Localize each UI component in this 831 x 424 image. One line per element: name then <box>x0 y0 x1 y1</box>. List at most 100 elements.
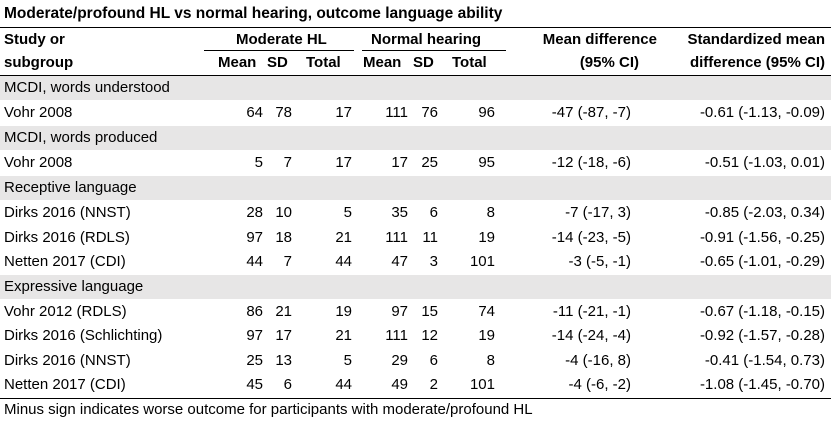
total2-cell: 8 <box>486 352 495 369</box>
mean2-cell: 111 <box>385 327 408 344</box>
subgroup-band <box>0 126 831 150</box>
total1-cell: 17 <box>335 104 352 121</box>
sd2-cell: 6 <box>429 204 438 221</box>
mean1-cell: 45 <box>246 376 263 393</box>
bottom-rule <box>0 398 831 399</box>
md-cell: -4 (-16, 8) <box>565 352 631 369</box>
smd-cell: -0.67 (-1.18, -0.15) <box>699 303 825 320</box>
total1-cell: 5 <box>343 204 352 221</box>
total2-cell: 96 <box>478 104 495 121</box>
total1-cell: 19 <box>335 303 352 320</box>
total1-cell: 44 <box>335 376 352 393</box>
group2-sd-header: SD <box>413 54 434 71</box>
total1-cell: 44 <box>335 253 352 270</box>
group1-sd-header: SD <box>267 54 288 71</box>
sd1-cell: 7 <box>283 154 292 171</box>
smd-header-line2: difference (95% CI) <box>689 54 825 71</box>
subgroup-label: MCDI, words produced <box>4 129 158 146</box>
subgroup-label: MCDI, words understood <box>4 79 170 96</box>
mean2-cell: 17 <box>391 154 408 171</box>
total2-cell: 101 <box>469 253 495 270</box>
study-cell: Dirks 2016 (RDLS) <box>4 229 130 246</box>
mean1-cell: 28 <box>246 204 263 221</box>
mean2-cell: 47 <box>391 253 408 270</box>
header-rule <box>0 75 831 76</box>
md-cell: -47 (-87, -7) <box>551 104 631 121</box>
md-cell: -14 (-24, -4) <box>551 327 631 344</box>
total1-cell: 21 <box>335 327 352 344</box>
total2-cell: 19 <box>478 229 495 246</box>
smd-cell: -0.65 (-1.01, -0.29) <box>699 253 825 270</box>
mean2-cell: 35 <box>391 204 408 221</box>
sd2-cell: 12 <box>421 327 438 344</box>
subgroup-label: Expressive language <box>4 278 144 295</box>
mean2-cell: 29 <box>391 352 408 369</box>
md-cell: -14 (-23, -5) <box>551 229 631 246</box>
group2-header: Normal hearing <box>371 31 482 48</box>
md-header-line2: (95% CI) <box>579 54 639 71</box>
mean1-cell: 64 <box>246 104 263 121</box>
study-cell: Netten 2017 (CDI) <box>4 253 126 270</box>
smd-header-line1: Standardized mean <box>687 31 825 48</box>
mean1-cell: 97 <box>246 229 263 246</box>
total2-cell: 8 <box>486 204 495 221</box>
group1-mean-header: Mean <box>218 54 257 71</box>
smd-cell: -0.91 (-1.56, -0.25) <box>699 229 825 246</box>
md-cell: -3 (-5, -1) <box>568 253 631 270</box>
sd2-cell: 11 <box>422 229 438 246</box>
mean2-cell: 111 <box>385 229 408 246</box>
subgroup-band <box>0 275 831 299</box>
sd1-cell: 21 <box>275 303 292 320</box>
mean1-cell: 97 <box>246 327 263 344</box>
sd2-cell: 15 <box>421 303 438 320</box>
md-cell: -4 (-6, -2) <box>568 376 631 393</box>
smd-cell: -1.08 (-1.45, -0.70) <box>699 376 825 393</box>
study-cell: Vohr 2008 <box>4 104 73 121</box>
total2-cell: 95 <box>478 154 495 171</box>
total2-cell: 74 <box>478 303 495 320</box>
md-cell: -11 (-21, -1) <box>552 303 631 320</box>
sd2-cell: 2 <box>429 376 438 393</box>
study-cell: Dirks 2016 (Schlichting) <box>4 327 163 344</box>
md-header-line1: Mean difference <box>542 31 657 48</box>
sd1-cell: 6 <box>283 376 292 393</box>
md-cell: -12 (-18, -6) <box>551 154 631 171</box>
sd1-cell: 13 <box>275 352 292 369</box>
mean1-cell: 86 <box>246 303 263 320</box>
sd1-cell: 7 <box>283 253 292 270</box>
subgroup-band <box>0 76 831 100</box>
smd-cell: -0.85 (-2.03, 0.34) <box>704 204 825 221</box>
mean2-cell: 97 <box>391 303 408 320</box>
mean1-cell: 5 <box>254 154 263 171</box>
table-title: Moderate/profound HL vs normal hearing, … <box>4 5 503 22</box>
group2-total-header: Total <box>452 54 487 71</box>
group1-total-header: Total <box>306 54 341 71</box>
total2-cell: 19 <box>478 327 495 344</box>
study-cell: Dirks 2016 (NNST) <box>4 204 131 221</box>
sd2-cell: 25 <box>421 154 438 171</box>
smd-cell: -0.41 (-1.54, 0.73) <box>704 352 825 369</box>
top-rule <box>0 27 831 28</box>
study-cell: Vohr 2012 (RDLS) <box>4 303 127 320</box>
group1-header: Moderate HL <box>236 31 327 48</box>
sd2-cell: 6 <box>429 352 438 369</box>
mean2-cell: 111 <box>385 104 408 121</box>
sd1-cell: 18 <box>275 229 292 246</box>
study-header-line1: Study or <box>4 31 65 48</box>
subgroup-label: Receptive language <box>4 179 137 196</box>
sd1-cell: 17 <box>275 327 292 344</box>
group2-underline <box>362 50 506 51</box>
smd-cell: -0.61 (-1.13, -0.09) <box>699 104 825 121</box>
study-cell: Netten 2017 (CDI) <box>4 376 126 393</box>
sd1-cell: 78 <box>275 104 292 121</box>
sd2-cell: 3 <box>429 253 438 270</box>
total2-cell: 101 <box>469 376 495 393</box>
total1-cell: 21 <box>335 229 352 246</box>
total1-cell: 5 <box>343 352 352 369</box>
smd-cell: -0.92 (-1.57, -0.28) <box>699 327 825 344</box>
sd2-cell: 76 <box>421 104 438 121</box>
mean2-cell: 49 <box>391 376 408 393</box>
subgroup-band <box>0 176 831 200</box>
sd1-cell: 10 <box>275 204 292 221</box>
